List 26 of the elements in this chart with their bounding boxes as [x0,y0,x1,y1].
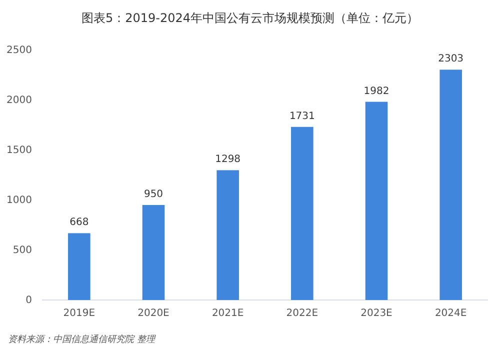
x-tick-label: 2021E [212,308,244,319]
x-tick-label: 2022E [286,308,318,319]
y-tick-label: 1000 [6,195,32,206]
bar [142,205,165,300]
x-tick-label: 2019E [63,308,96,319]
y-tick-label: 2500 [6,45,32,56]
chart-title: 图表5：2019-2024年中国公有云市场规模预测（单位：亿元） [81,11,419,25]
x-tick-label: 2020E [138,308,170,319]
data-label: 2303 [438,54,464,65]
y-tick-label: 2000 [6,95,32,106]
y-tick-label: 1500 [6,145,32,156]
bar [68,233,90,300]
data-label: 1298 [215,154,241,166]
y-tick-label: 500 [12,245,32,256]
y-tick-label: 0 [26,295,32,306]
data-label: 668 [70,217,89,228]
x-tick-label: 2024E [434,308,467,319]
data-label: 1731 [289,110,315,122]
x-tick-label: 2023E [360,308,392,319]
bar [291,126,314,300]
data-label: 950 [144,189,164,200]
bar [365,102,388,300]
bar [440,70,462,300]
data-label: 1982 [364,86,390,97]
text: 资料来源：中国信息通信研究院 整理 [8,334,156,345]
bar [216,170,239,300]
